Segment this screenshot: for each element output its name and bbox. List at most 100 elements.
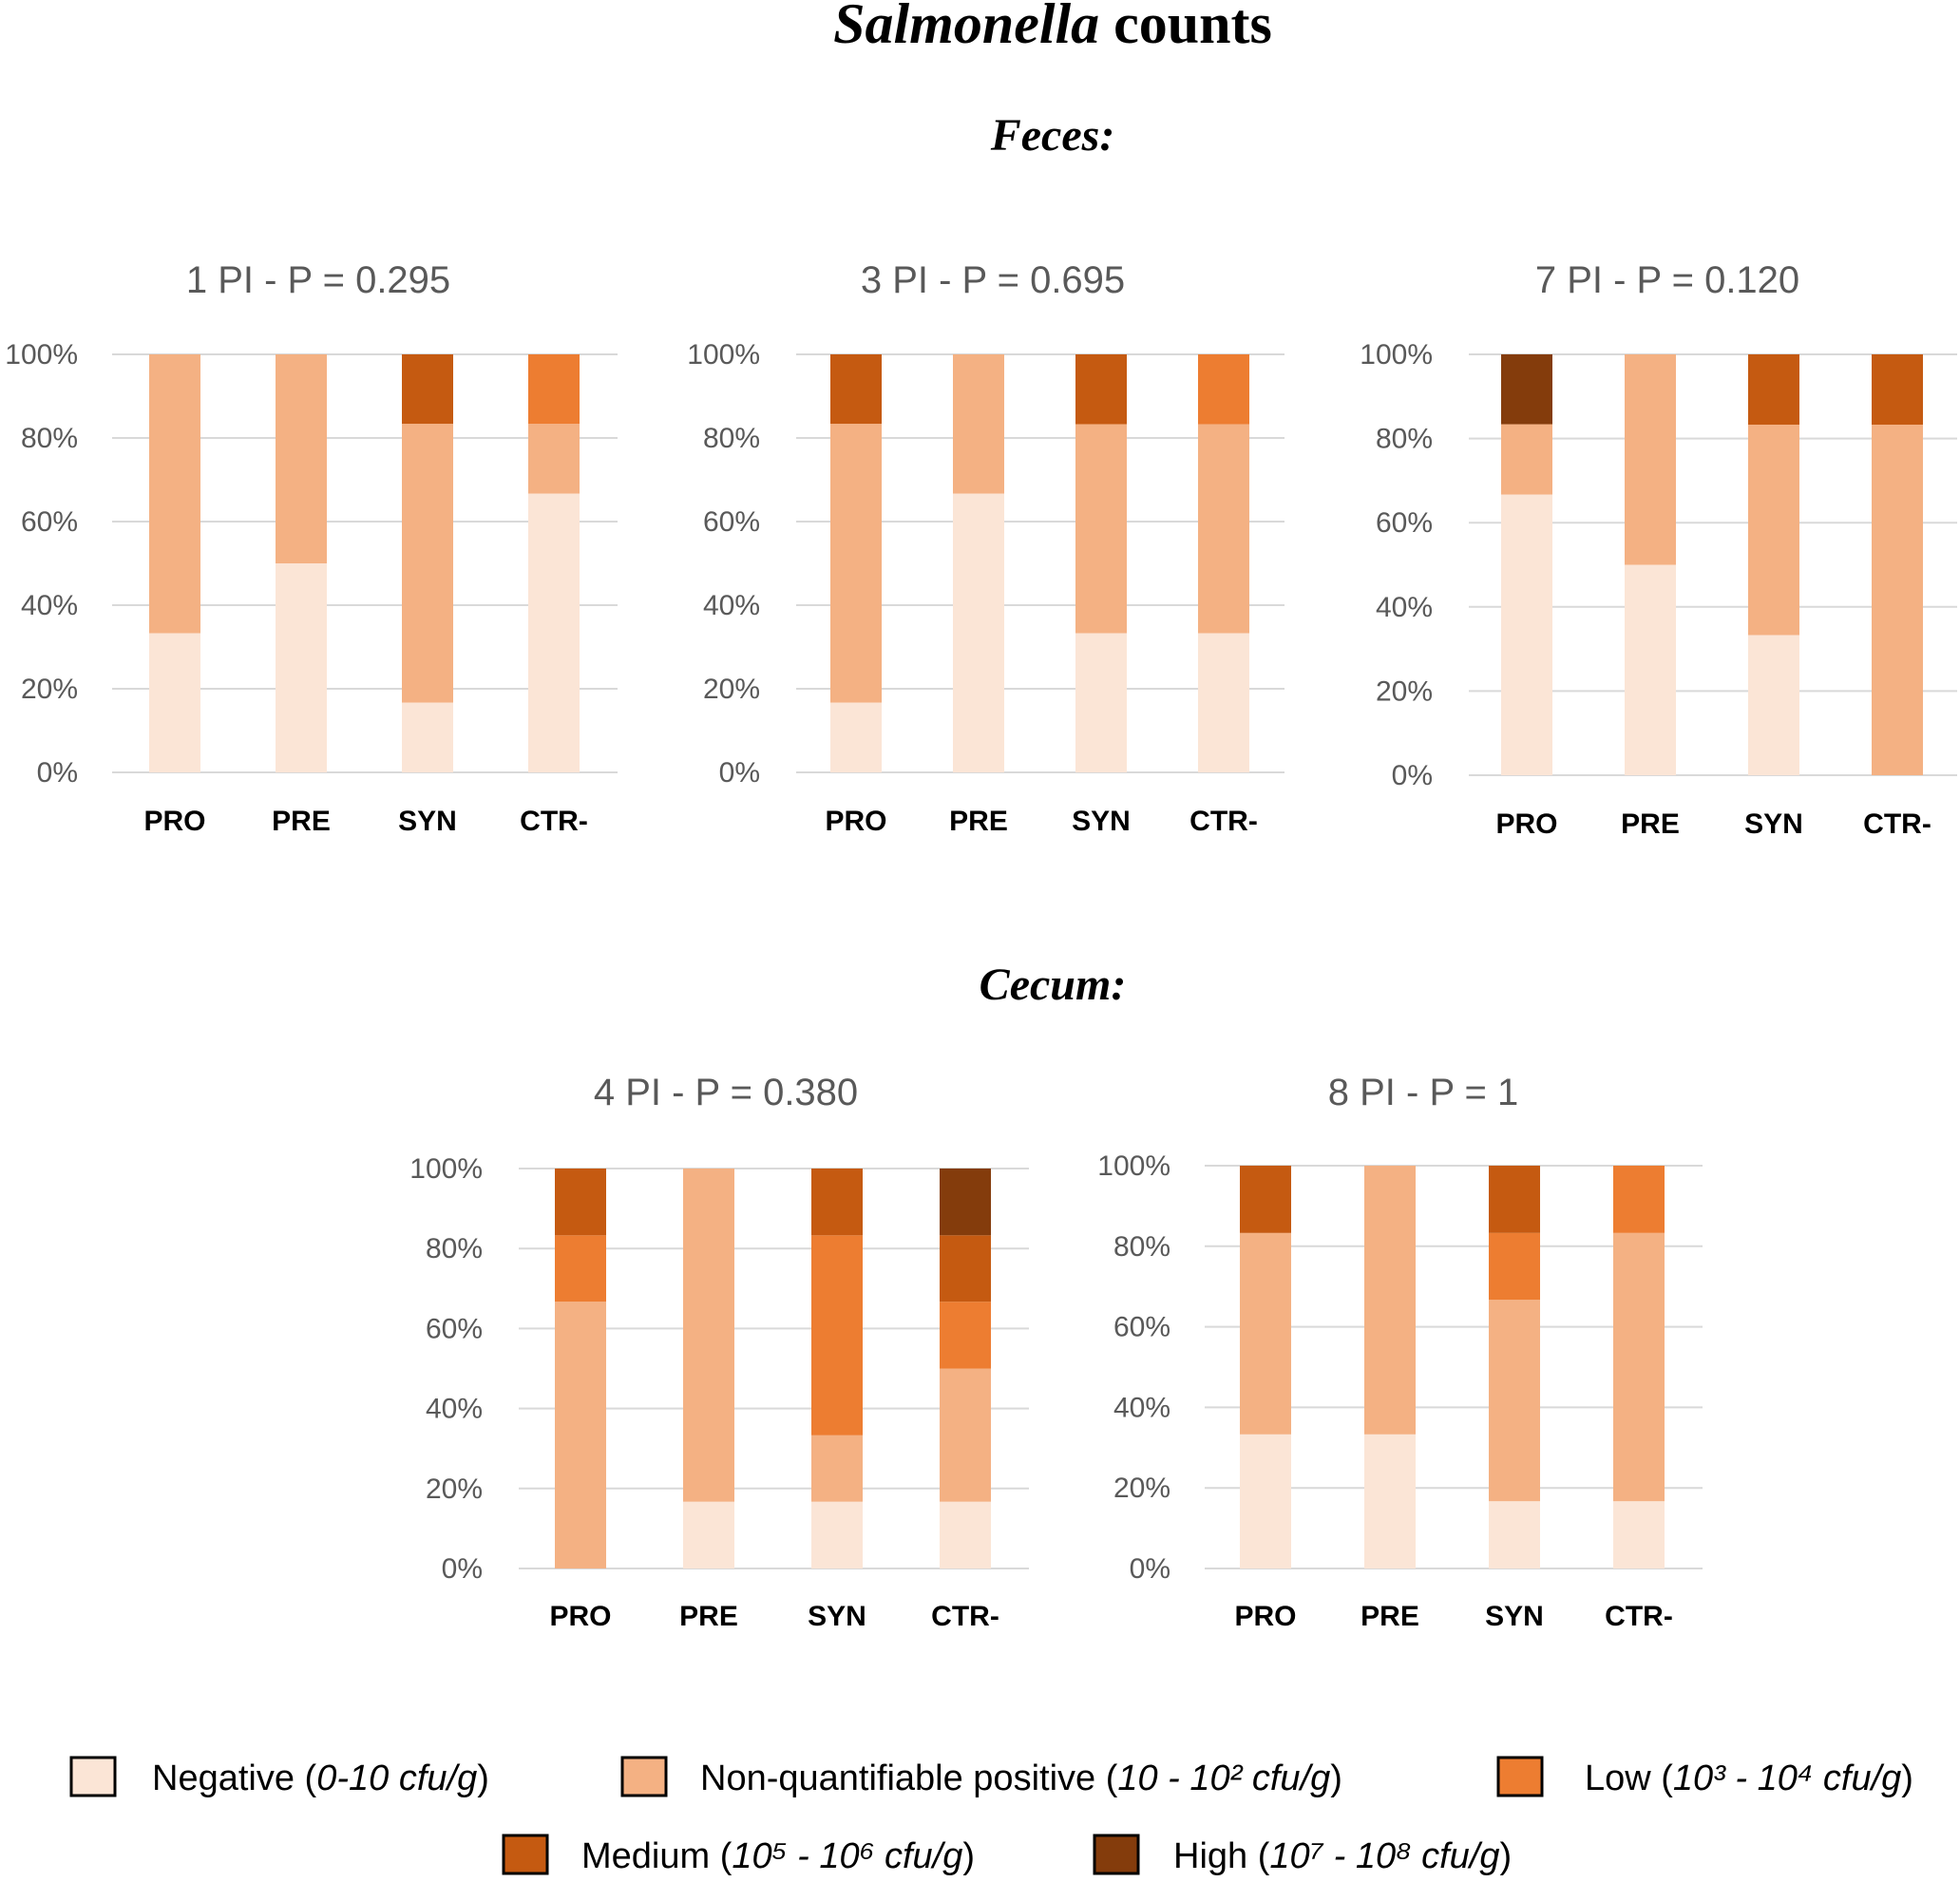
legend-swatch-low [1496,1756,1544,1797]
figure-title-italic: Salmonella [833,0,1099,55]
y-tick-label: 20% [1113,1473,1170,1504]
bar-segment-nonquant [555,1302,606,1568]
x-category-label: PRO [1495,808,1557,840]
y-tick-label: 20% [426,1473,483,1505]
bar-segment-nonquant [830,424,882,703]
x-category-label: SYN [1485,1601,1544,1632]
x-category-label: PRE [1361,1601,1419,1632]
bar-segment-low [940,1302,991,1369]
bar-segment-negative [149,633,200,772]
bar-segment-low [1613,1166,1665,1233]
bar-segment-negative [1075,633,1127,772]
bar-segment-medium [1075,354,1127,425]
bar-segment-medium [1489,1166,1540,1233]
x-category-label: PRO [1234,1601,1296,1632]
y-tick-label: 60% [1376,507,1433,539]
x-category-label: CTR- [1605,1601,1673,1632]
bar-segment-nonquant [940,1368,991,1502]
bar-segment-negative [1625,564,1676,775]
bar-segment-medium [1240,1166,1291,1233]
bar-segment-negative [953,493,1004,772]
bar-segment-nonquant [1613,1232,1665,1502]
y-tick-label: 20% [21,674,78,705]
x-category-label: PRO [825,806,886,837]
bar-segment-nonquant [1364,1166,1416,1435]
bar-segment-nonquant [149,354,200,634]
x-category-label: PRO [143,806,205,837]
y-tick-label: 100% [5,339,78,371]
figure-title: Salmonella counts [833,0,1272,55]
legend-swatch-medium [502,1834,549,1875]
y-tick-label: 0% [442,1553,483,1585]
bar-segment-low [528,354,580,425]
y-tick-label: 80% [1376,424,1433,455]
y-tick-label: 20% [1376,675,1433,707]
legend-swatch-nonquant [620,1756,668,1797]
bar-segment-nonquant [1075,424,1127,634]
x-category-label: CTR- [520,806,588,837]
bar-segment-medium [1872,354,1923,425]
chart-feces-7pi: 7 PI - P = 0.120 0% 20% 40% 60% 80% 100% PRO PRE… [1360,259,1957,840]
bar-segment-nonquant [683,1169,734,1502]
bar-segment-nonquant [953,354,1004,494]
legend-swatch-high [1093,1834,1140,1875]
bar-segment-medium [940,1235,991,1302]
y-tick-label: 100% [1360,339,1433,371]
bar-segment-medium [1748,354,1799,425]
chart-title: 3 PI - P = 0.695 [861,259,1125,301]
legend-label-medium: Medium (10⁵ - 10⁶ cfu/g) [581,1836,975,1876]
legend-label-negative: Negative (0-10 cfu/g) [152,1758,489,1798]
y-tick-label: 80% [426,1233,483,1264]
bar-segment-negative [528,493,580,772]
bar-segment-medium [811,1169,863,1236]
bar-segment-negative [1240,1434,1291,1568]
bar-segment-high [1501,354,1552,425]
y-tick-label: 80% [703,423,760,454]
x-category-label: SYN [1072,806,1131,837]
bar-segment-low [555,1235,606,1302]
bar-segment-nonquant [276,354,327,563]
y-tick-label: 40% [1113,1392,1170,1423]
bar-segment-nonquant [1198,424,1249,634]
y-tick-label: 60% [426,1313,483,1344]
chart-title: 4 PI - P = 0.380 [594,1072,858,1113]
bar-segment-negative [940,1501,991,1568]
bar-segment-nonquant [528,424,580,494]
x-category-label: PRE [272,806,331,837]
bar-segment-low [1198,354,1249,425]
y-tick-label: 40% [1376,592,1433,623]
bar-segment-negative [1748,635,1799,775]
bar-segment-medium [555,1169,606,1236]
bar-segment-nonquant [402,424,453,703]
y-tick-label: 40% [703,590,760,621]
y-tick-label: 100% [1097,1150,1170,1182]
x-category-label: PRE [679,1601,738,1632]
bar-segment-negative [402,702,453,772]
bar-segment-low [1489,1232,1540,1301]
chart-title: 8 PI - P = 1 [1328,1072,1519,1113]
bar-segment-high [940,1169,991,1236]
bar-segment-negative [1489,1501,1540,1568]
chart-feces-1pi: 1 PI - P = 0.295 0% 20% 40% 60% 80% 100% PRO PRE… [5,259,618,837]
y-tick-label: 0% [1130,1553,1170,1585]
bar-segment-nonquant [1240,1232,1291,1435]
x-category-label: CTR- [1189,806,1258,837]
y-tick-label: 0% [37,757,78,789]
x-category-label: PRE [1621,808,1680,840]
section-heading-cecum: Cecum: [980,960,1127,1010]
x-category-label: SYN [398,806,457,837]
x-category-label: CTR- [1863,808,1931,840]
bar-segment-nonquant [1489,1300,1540,1502]
bar-segment-negative [683,1501,734,1568]
chart-cecum-8pi: 8 PI - P = 1 0% 20% 40% 60% 80% 100% PRO PRE SYN C… [1097,1072,1703,1632]
x-category-label: CTR- [931,1601,999,1632]
y-tick-label: 100% [409,1153,483,1185]
chart-title: 1 PI - P = 0.295 [186,259,450,301]
y-tick-label: 80% [1113,1231,1170,1263]
y-tick-label: 60% [703,506,760,538]
chart-title: 7 PI - P = 0.120 [1535,259,1799,301]
bar-segment-negative [1613,1501,1665,1568]
y-tick-label: 40% [426,1394,483,1425]
section-heading-feces: Feces: [990,110,1115,161]
